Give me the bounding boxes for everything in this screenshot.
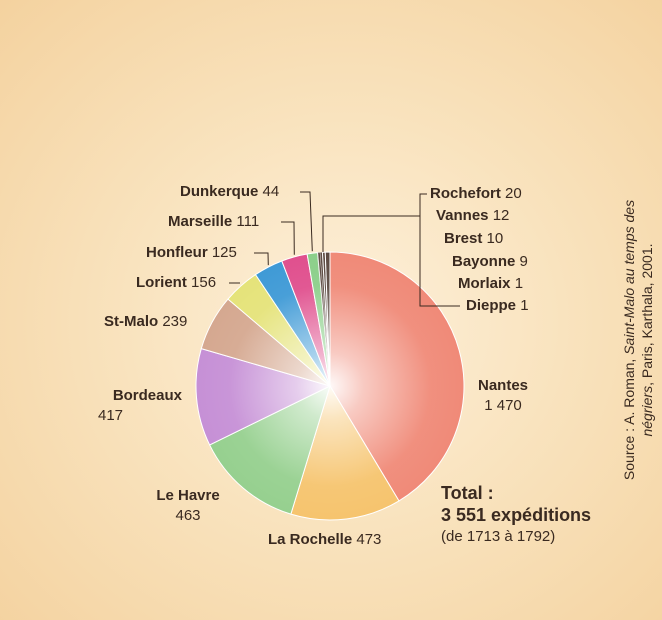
- label-lorient: Lorient 156: [136, 273, 216, 293]
- slice-label: Rochefort: [430, 185, 501, 202]
- slice-label: Marseille: [168, 213, 233, 230]
- slice-label: Vannes: [436, 207, 489, 224]
- slice-label: Lorient: [136, 274, 187, 291]
- source-prefix: Source : A. Roman,: [621, 354, 637, 481]
- slice-label: Le Havre: [156, 487, 220, 504]
- source-suffix: , Paris, Karthala, 2001.: [639, 243, 655, 386]
- label-brest: Brest 10: [444, 229, 503, 249]
- slice-value: 9: [519, 253, 528, 270]
- label-morlaix: Morlaix 1: [458, 274, 523, 294]
- slice-label: Dieppe: [466, 297, 517, 314]
- slice-label: Nantes: [477, 377, 529, 394]
- label-dunkerque: Dunkerque 44: [180, 182, 279, 202]
- slice-value: 111: [236, 213, 260, 230]
- slice-value: 239: [162, 313, 188, 330]
- label-honfleur: Honfleur 125: [146, 243, 237, 263]
- total-period: (de 1713 à 1792): [441, 528, 556, 545]
- label-nantes: Nantes 1 470: [470, 376, 536, 416]
- slice-label: Brest: [444, 230, 483, 247]
- total-title: Total :: [441, 483, 494, 503]
- slice-value: 473: [356, 531, 382, 548]
- label-marseille: Marseille 111: [168, 212, 259, 232]
- source-note: Source : A. Roman, Saint-Malo au temps d…: [620, 190, 656, 490]
- slice-value: 20: [505, 185, 522, 202]
- slice-label: Morlaix: [458, 275, 511, 292]
- slice-label: La Rochelle: [268, 531, 353, 548]
- leader-marseille: [281, 221, 295, 255]
- slice-label: Bayonne: [452, 253, 516, 270]
- slice-value: 1 470: [484, 397, 522, 414]
- leader-honfleur: [254, 252, 269, 266]
- total-count: 3 551 expéditions: [441, 505, 592, 525]
- slice-value: 12: [492, 207, 510, 224]
- slice-label: Bordeaux: [112, 387, 182, 404]
- label-rochefort: Rochefort 20: [430, 184, 522, 204]
- label-vannes: Vannes 12: [436, 206, 509, 226]
- total-annotation: Total : 3 551 expéditions (de 1713 à 179…: [441, 482, 591, 548]
- slice-value: 44: [262, 183, 280, 200]
- slice-value: 1: [520, 297, 529, 314]
- label-le-havre: Le Havre 463: [138, 486, 238, 526]
- leader-lines: [229, 191, 460, 307]
- leader-small-ports: [322, 215, 420, 252]
- label-st-malo: St-Malo 239: [104, 312, 187, 332]
- pie-slices: [195, 251, 465, 521]
- label-dieppe: Dieppe 1: [466, 296, 529, 316]
- leader-small-ports-bracket: [419, 193, 460, 307]
- slice-value: 463: [175, 507, 201, 524]
- slice-label: Honfleur: [146, 244, 208, 261]
- slice-value: 10: [486, 230, 504, 247]
- slice-value: 1: [514, 275, 524, 292]
- slice-value: 417: [98, 407, 124, 424]
- slice-label: Dunkerque: [180, 183, 259, 200]
- slice-value: 156: [191, 274, 217, 291]
- label-bayonne: Bayonne 9: [452, 252, 528, 272]
- leader-dunkerque: [300, 191, 313, 252]
- slice-label: St-Malo: [104, 313, 159, 330]
- label-la-rochelle: La Rochelle 473: [268, 530, 381, 550]
- label-bordeaux: Bordeaux 417: [80, 386, 182, 426]
- slice-value: 125: [211, 244, 237, 261]
